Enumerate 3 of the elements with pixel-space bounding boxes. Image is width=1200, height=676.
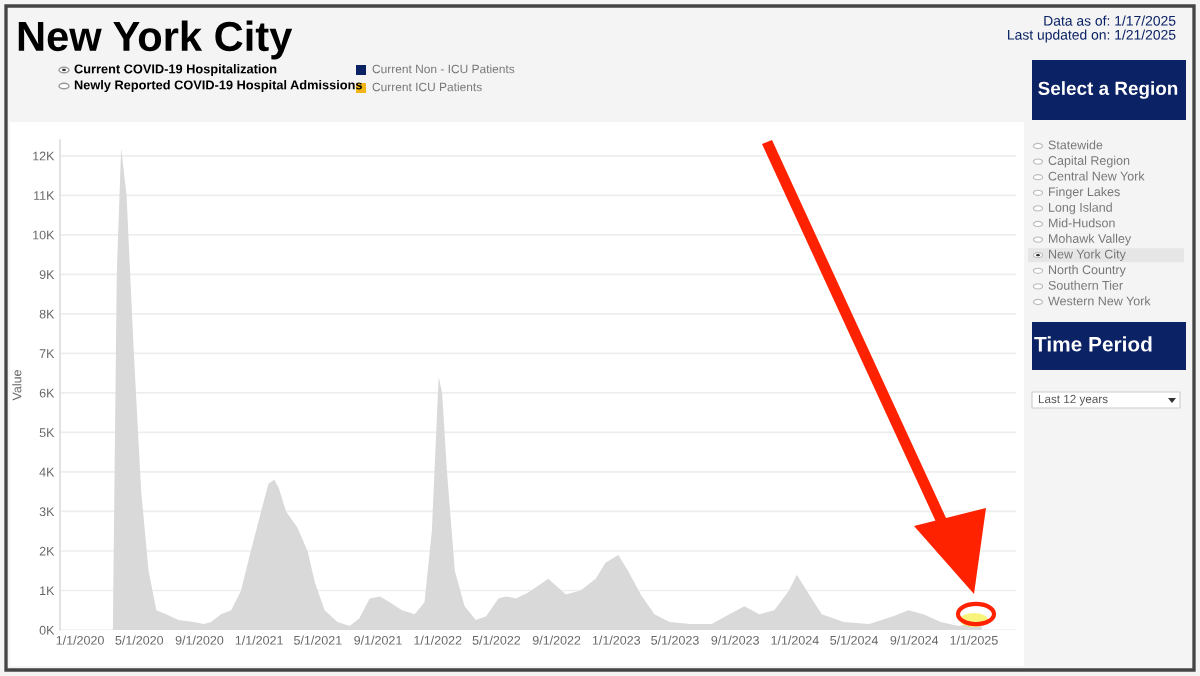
text: Select a Region — [1038, 81, 1178, 99]
chart-title: New York City — [18, 20, 293, 60]
text: Time Period — [1034, 336, 1152, 352]
